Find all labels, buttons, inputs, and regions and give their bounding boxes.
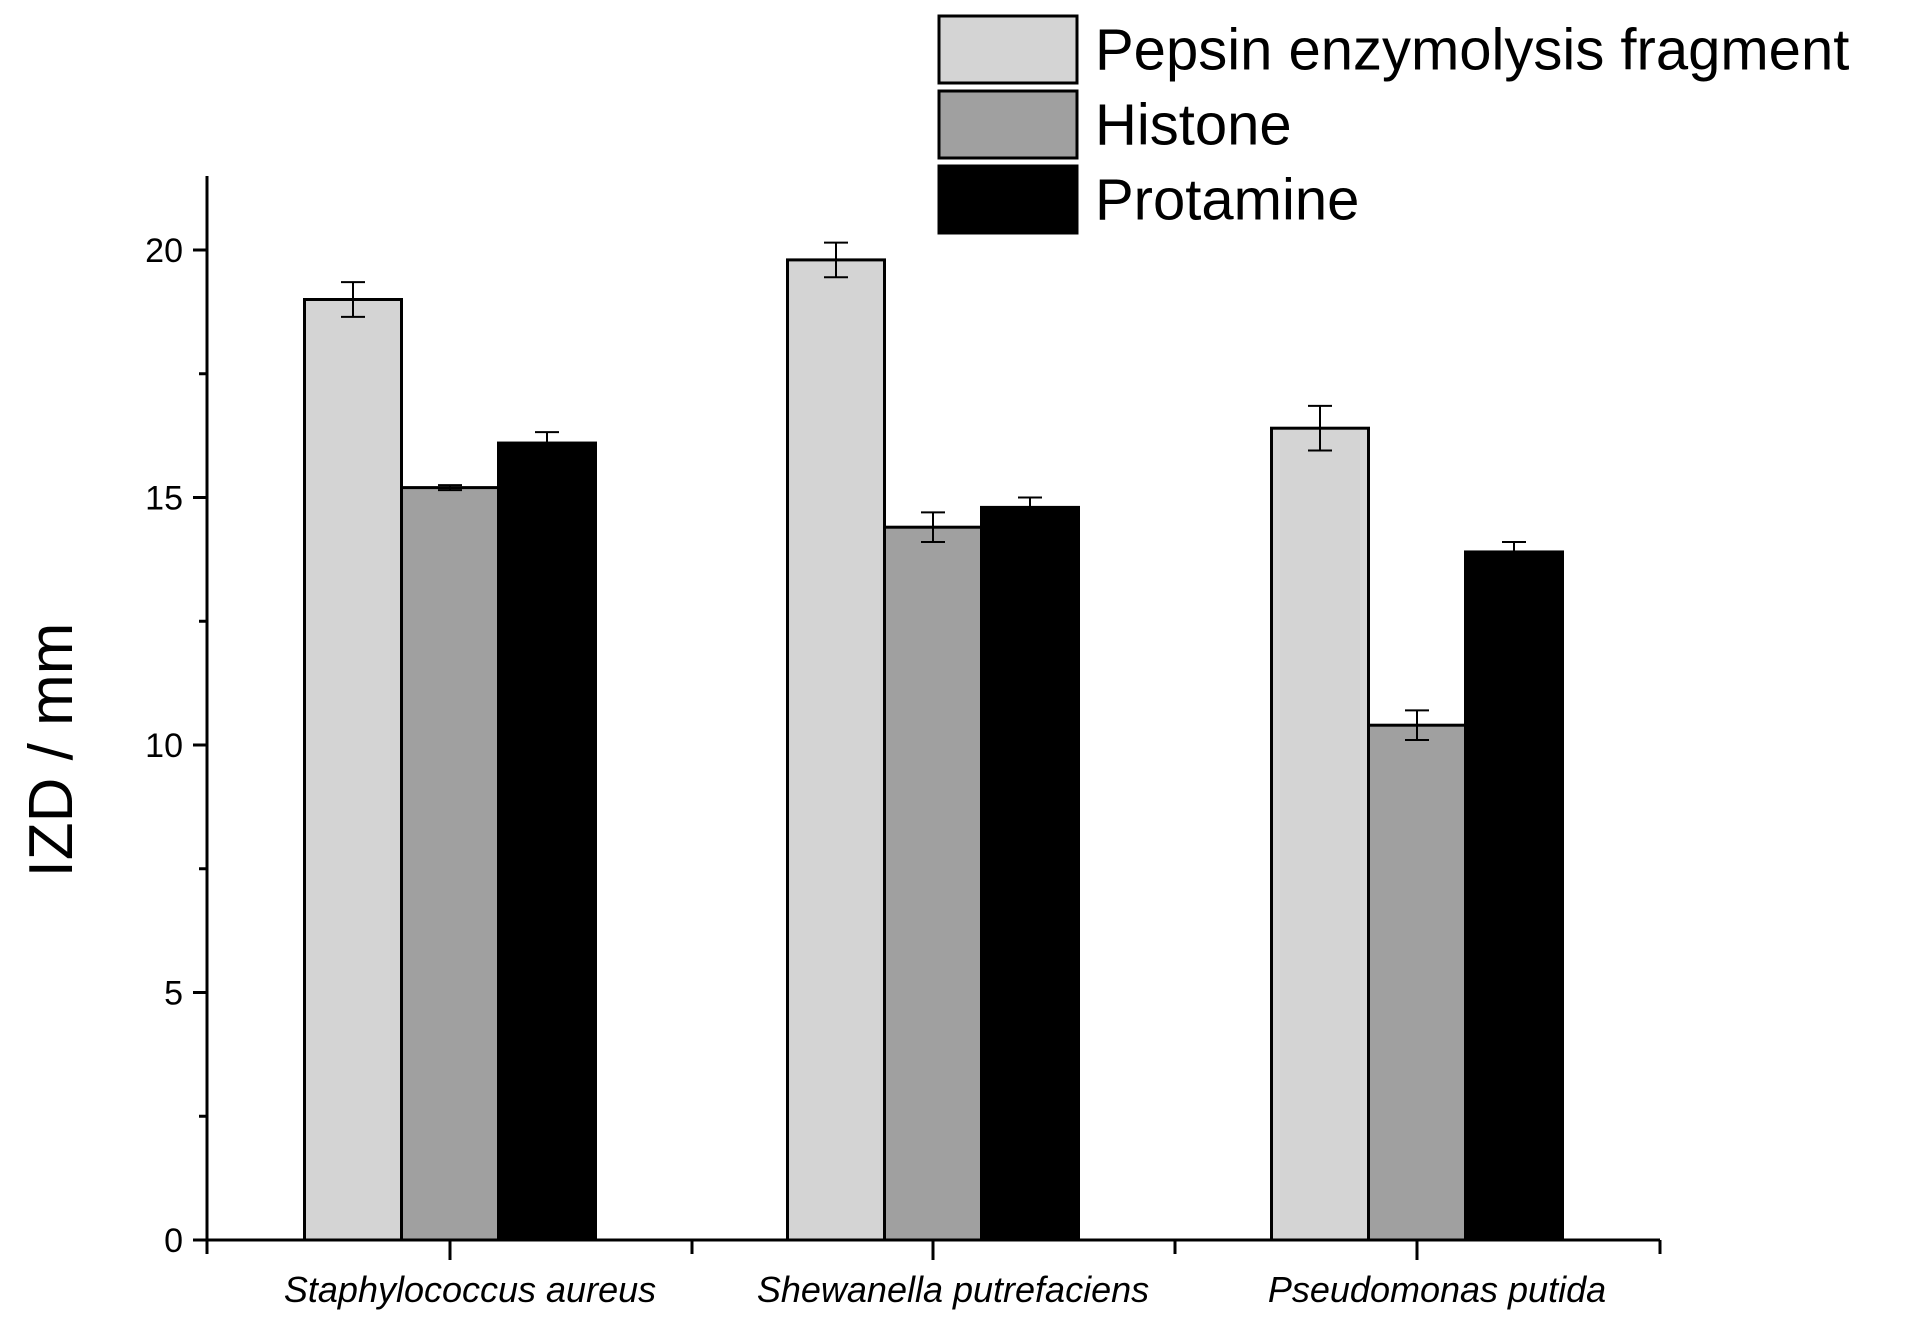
bar bbox=[883, 525, 983, 1242]
error-bars-layer bbox=[341, 241, 1526, 742]
bar bbox=[400, 486, 500, 1242]
bar bbox=[980, 505, 1080, 1242]
bar bbox=[1464, 550, 1564, 1242]
legend-swatch bbox=[937, 14, 1079, 85]
y-axis-title: IZD / mm bbox=[17, 623, 86, 878]
bar bbox=[497, 441, 597, 1242]
bar bbox=[786, 258, 886, 1242]
legend-label: Histone bbox=[1095, 93, 1292, 158]
bar bbox=[1367, 723, 1467, 1242]
legend: Pepsin enzymolysis fragment Histone Protam… bbox=[937, 14, 1849, 235]
bar bbox=[303, 298, 403, 1242]
y-tick-label: 15 bbox=[145, 480, 183, 518]
bars-layer bbox=[303, 258, 1564, 1242]
x-ticks-layer: Staphylococcus aureus Shewanella putrefac… bbox=[205, 1240, 1662, 1310]
y-tick-label: 0 bbox=[164, 1222, 183, 1260]
x-category-label: Shewanella putrefaciens bbox=[757, 1269, 1149, 1310]
legend-swatch bbox=[937, 164, 1079, 235]
y-tick-label: 5 bbox=[164, 975, 183, 1013]
legend-label: Protamine bbox=[1095, 168, 1359, 233]
y-tick-label: 10 bbox=[145, 727, 183, 765]
y-ticks-layer: 0 5 10 15 20 bbox=[145, 232, 207, 1260]
legend-swatch bbox=[937, 89, 1079, 160]
y-tick-label: 20 bbox=[145, 232, 183, 270]
bar bbox=[1270, 426, 1370, 1242]
legend-label: Pepsin enzymolysis fragment bbox=[1095, 18, 1849, 83]
x-category-label: Pseudomonas putida bbox=[1268, 1269, 1606, 1310]
x-category-label: Staphylococcus aureus bbox=[284, 1269, 656, 1310]
